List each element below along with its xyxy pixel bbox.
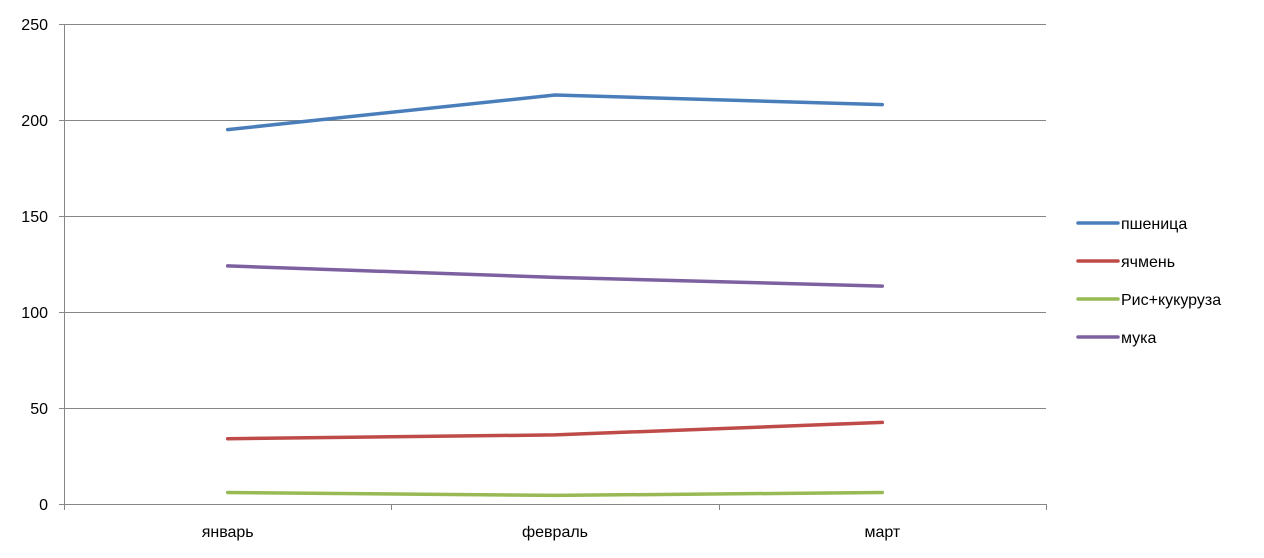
x-axis-ticks: январь февраль март xyxy=(64,504,1047,541)
data-point xyxy=(226,490,230,494)
legend-label: Рис+кукуруза xyxy=(1121,292,1221,309)
y-tick-label: 50 xyxy=(30,401,48,418)
y-tick-label: 150 xyxy=(21,209,48,226)
data-point xyxy=(553,493,557,497)
data-point xyxy=(553,93,557,97)
x-tick-label: март xyxy=(864,524,900,541)
y-tick-label: 250 xyxy=(21,17,48,34)
data-point xyxy=(553,433,557,437)
data-point xyxy=(226,437,230,441)
series-lines xyxy=(225,93,885,498)
axes xyxy=(64,24,1046,505)
series-line-0 xyxy=(225,93,885,132)
x-tick-label: январь xyxy=(202,524,254,541)
legend-label: мука xyxy=(1121,330,1157,347)
data-point xyxy=(880,490,884,494)
legend: пшеница ячмень Рис+кукуруза мука xyxy=(1076,216,1221,347)
data-point xyxy=(880,103,884,107)
data-point xyxy=(553,275,557,279)
y-tick-label: 0 xyxy=(39,497,48,514)
data-point xyxy=(880,284,884,288)
y-tick-label: 100 xyxy=(21,305,48,322)
data-point xyxy=(226,264,230,268)
data-point xyxy=(226,128,230,132)
y-axis-ticks: 0 50 100 150 200 250 xyxy=(21,17,64,514)
legend-label: ячмень xyxy=(1121,254,1175,271)
y-tick-label: 200 xyxy=(21,113,48,130)
data-point xyxy=(880,420,884,424)
legend-label: пшеница xyxy=(1121,216,1187,233)
gridlines xyxy=(64,24,1046,409)
x-tick-label: февраль xyxy=(522,524,588,541)
